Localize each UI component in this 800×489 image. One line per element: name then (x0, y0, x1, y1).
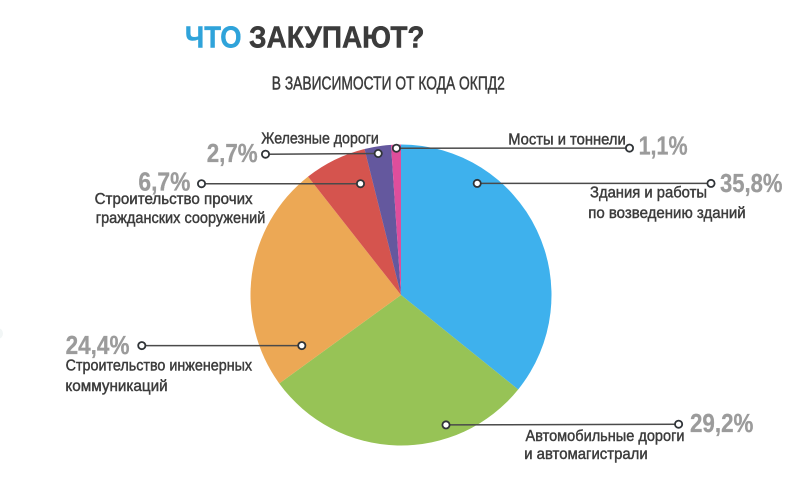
svg-text:Мосты и тоннели: Мосты и тоннели (508, 131, 626, 148)
svg-text:В ЗАВИСИМОСТИ ОТ КОДА ОКПД2: В ЗАВИСИМОСТИ ОТ КОДА ОКПД2 (272, 72, 505, 93)
svg-text:29,2%: 29,2% (690, 410, 753, 438)
svg-text:Строительство прочих: Строительство прочих (95, 191, 253, 208)
svg-text:35,8%: 35,8% (720, 170, 783, 198)
svg-text:по возведению зданий: по возведению зданий (588, 205, 746, 222)
svg-text:Железные дороги: Железные дороги (261, 131, 379, 148)
svg-text:ЗАКУПАЮТ?: ЗАКУПАЮТ? (249, 19, 425, 54)
svg-text:ЧТО: ЧТО (185, 19, 242, 54)
svg-text:Автомобильные дороги: Автомобильные дороги (526, 428, 685, 445)
svg-text:и автомагистрали: и автомагистрали (524, 446, 648, 463)
svg-text:24,4%: 24,4% (66, 332, 130, 360)
svg-text:гражданских сооружений: гражданских сооружений (96, 210, 265, 227)
svg-text:Строительство инженерных: Строительство инженерных (66, 357, 253, 374)
svg-text:2,7%: 2,7% (207, 140, 258, 168)
svg-text:6,7%: 6,7% (138, 168, 190, 196)
svg-text:коммуникаций: коммуникаций (65, 378, 167, 395)
svg-text:Здания и работы: Здания и работы (590, 185, 707, 202)
svg-text:1,1%: 1,1% (639, 133, 688, 161)
